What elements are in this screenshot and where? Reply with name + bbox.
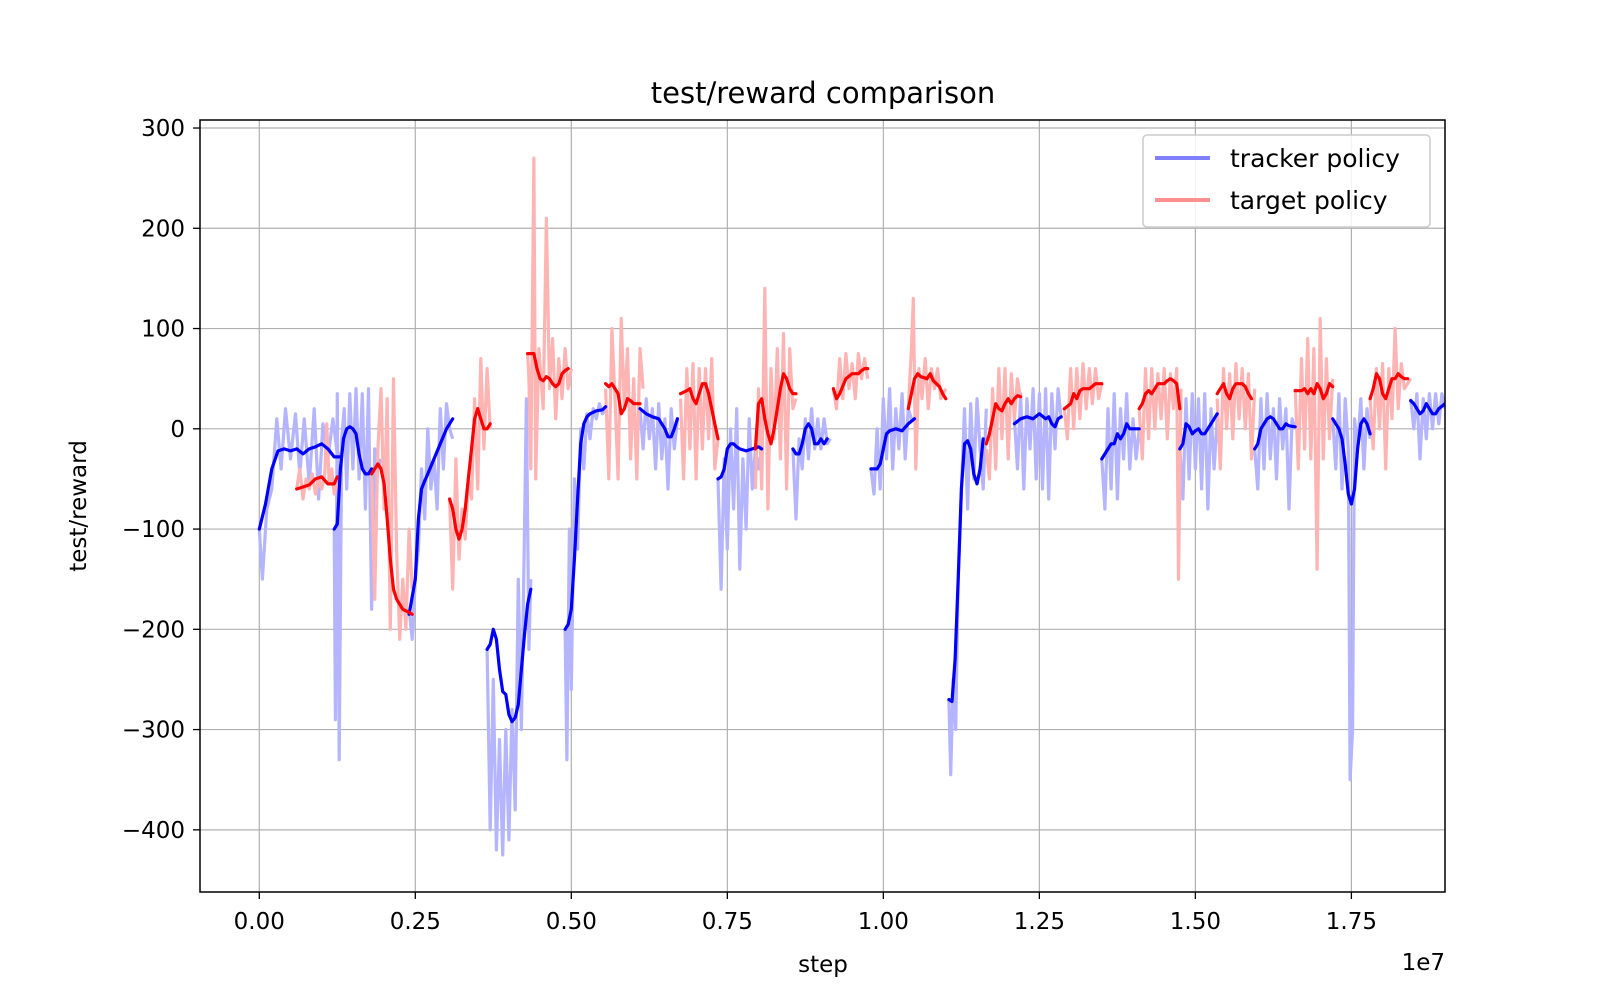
target-raw-segment-6 bbox=[753, 286, 798, 511]
target-smoothed-segment-1 bbox=[370, 462, 414, 616]
x-tick-label: 1.75 bbox=[1326, 909, 1377, 935]
target-smoothed-segment-9 bbox=[984, 394, 1023, 446]
legend-label-tracker: tracker policy bbox=[1230, 144, 1400, 173]
tracker-raw-segment-13 bbox=[1253, 392, 1297, 511]
tracker-smoothed-segment-1 bbox=[332, 425, 374, 531]
tracker-smoothed-segment-3 bbox=[485, 587, 533, 724]
tracker-raw-segment-4 bbox=[563, 402, 607, 762]
target-smoothed-segment-4 bbox=[603, 382, 642, 416]
y-tick-label: 100 bbox=[141, 317, 185, 343]
target-smoothed-segment-8 bbox=[906, 372, 948, 411]
tracker-smoothed-segment-5 bbox=[638, 407, 680, 439]
tracker-smoothed-segment-4 bbox=[563, 405, 608, 631]
tracker-raw-segment-15 bbox=[1409, 392, 1445, 461]
target-raw-segment-2 bbox=[448, 357, 492, 591]
legend-box bbox=[1142, 134, 1431, 228]
axes-frame bbox=[199, 119, 1446, 893]
target-raw-segment-14 bbox=[1368, 326, 1413, 471]
y-tick-label: −100 bbox=[122, 517, 185, 543]
target-raw-segment-1 bbox=[370, 377, 414, 641]
chart-title: test/reward comparison bbox=[651, 76, 995, 110]
tracker-smoothed-segment-8 bbox=[869, 417, 917, 471]
y-tick-label: 0 bbox=[170, 417, 185, 443]
target-smoothed-segment-6 bbox=[753, 372, 798, 451]
tracker-smoothed-segment-11 bbox=[1100, 422, 1141, 461]
tracker-raw-segment-5 bbox=[638, 397, 679, 491]
plot-area bbox=[257, 156, 1445, 857]
y-axis-label: test/reward bbox=[66, 440, 92, 572]
x-axis: 0.00 0.25 0.50 0.75 1.00 1.25 1.50 1.75 bbox=[234, 892, 1377, 935]
target-raw-segment-8 bbox=[906, 296, 948, 471]
target-smoothed-segment-14 bbox=[1368, 372, 1410, 401]
x-axis-label: step bbox=[798, 952, 848, 978]
tracker-raw-segment-12 bbox=[1178, 392, 1219, 511]
tracker-raw-segment-7 bbox=[791, 407, 832, 521]
x-tick-label: 0.50 bbox=[546, 909, 597, 935]
target-smoothed-segment-0 bbox=[295, 475, 339, 491]
x-tick-label: 1.25 bbox=[1014, 909, 1065, 935]
tracker-raw-segment-14 bbox=[1331, 392, 1372, 782]
tracker-smoothed-segment-6 bbox=[716, 442, 764, 481]
legend: tracker policy target policy bbox=[1142, 134, 1431, 228]
y-tick-label: −200 bbox=[122, 617, 185, 643]
tracker-smoothed-segment-9 bbox=[947, 437, 985, 704]
y-tick-label: 200 bbox=[141, 216, 185, 242]
legend-label-target: target policy bbox=[1230, 186, 1388, 215]
x-tick-label: 1.00 bbox=[858, 909, 909, 935]
x-axis-multiplier: 1e7 bbox=[1402, 950, 1445, 976]
target-raw-segment-13 bbox=[1293, 316, 1335, 571]
y-tick-label: −400 bbox=[122, 818, 185, 844]
tracker-raw-segment-10 bbox=[1012, 387, 1063, 501]
grid bbox=[200, 120, 1445, 892]
tracker-smoothed-segment-0 bbox=[257, 442, 342, 531]
tracker-smoothed-segment-12 bbox=[1178, 412, 1219, 451]
target-smoothed-segment-3 bbox=[525, 352, 570, 389]
tracker-smoothed-segment-14 bbox=[1331, 417, 1372, 506]
tracker-raw-segment-6 bbox=[716, 407, 764, 591]
tracker-smoothed-segment-13 bbox=[1253, 415, 1297, 451]
tracker-smoothed-segment-7 bbox=[791, 422, 829, 456]
tracker-smoothed-segment-15 bbox=[1409, 399, 1445, 416]
x-tick-label: 1.50 bbox=[1170, 909, 1221, 935]
target-smoothed-segment-13 bbox=[1293, 382, 1335, 401]
tracker-raw-segment-3 bbox=[485, 397, 533, 857]
target-smoothed-segment-5 bbox=[678, 382, 720, 441]
tracker-raw-segment-11 bbox=[1100, 392, 1141, 511]
x-tick-label: 0.75 bbox=[702, 909, 753, 935]
tracker-smoothed-segment-10 bbox=[1012, 412, 1063, 429]
target-raw-segment-10 bbox=[1062, 362, 1104, 441]
target-smoothed-segment-12 bbox=[1215, 382, 1254, 401]
y-axis: −400 −300 −200 −100 0 100 200 300 bbox=[122, 116, 200, 844]
tracker-smoothed-segment-2 bbox=[407, 417, 455, 616]
y-tick-label: 300 bbox=[141, 116, 185, 142]
target-raw-segment-5 bbox=[678, 357, 720, 481]
target-raw-segment-12 bbox=[1215, 362, 1257, 471]
target-smoothed-segment-7 bbox=[831, 367, 870, 401]
x-tick-label: 0.00 bbox=[234, 909, 285, 935]
x-tick-label: 0.25 bbox=[390, 909, 441, 935]
smooth-series-layer bbox=[257, 352, 1445, 724]
target-smoothed-segment-10 bbox=[1062, 382, 1104, 411]
target-smoothed-segment-11 bbox=[1137, 377, 1182, 411]
y-tick-label: −300 bbox=[122, 718, 185, 744]
target-smoothed-segment-2 bbox=[448, 407, 492, 541]
